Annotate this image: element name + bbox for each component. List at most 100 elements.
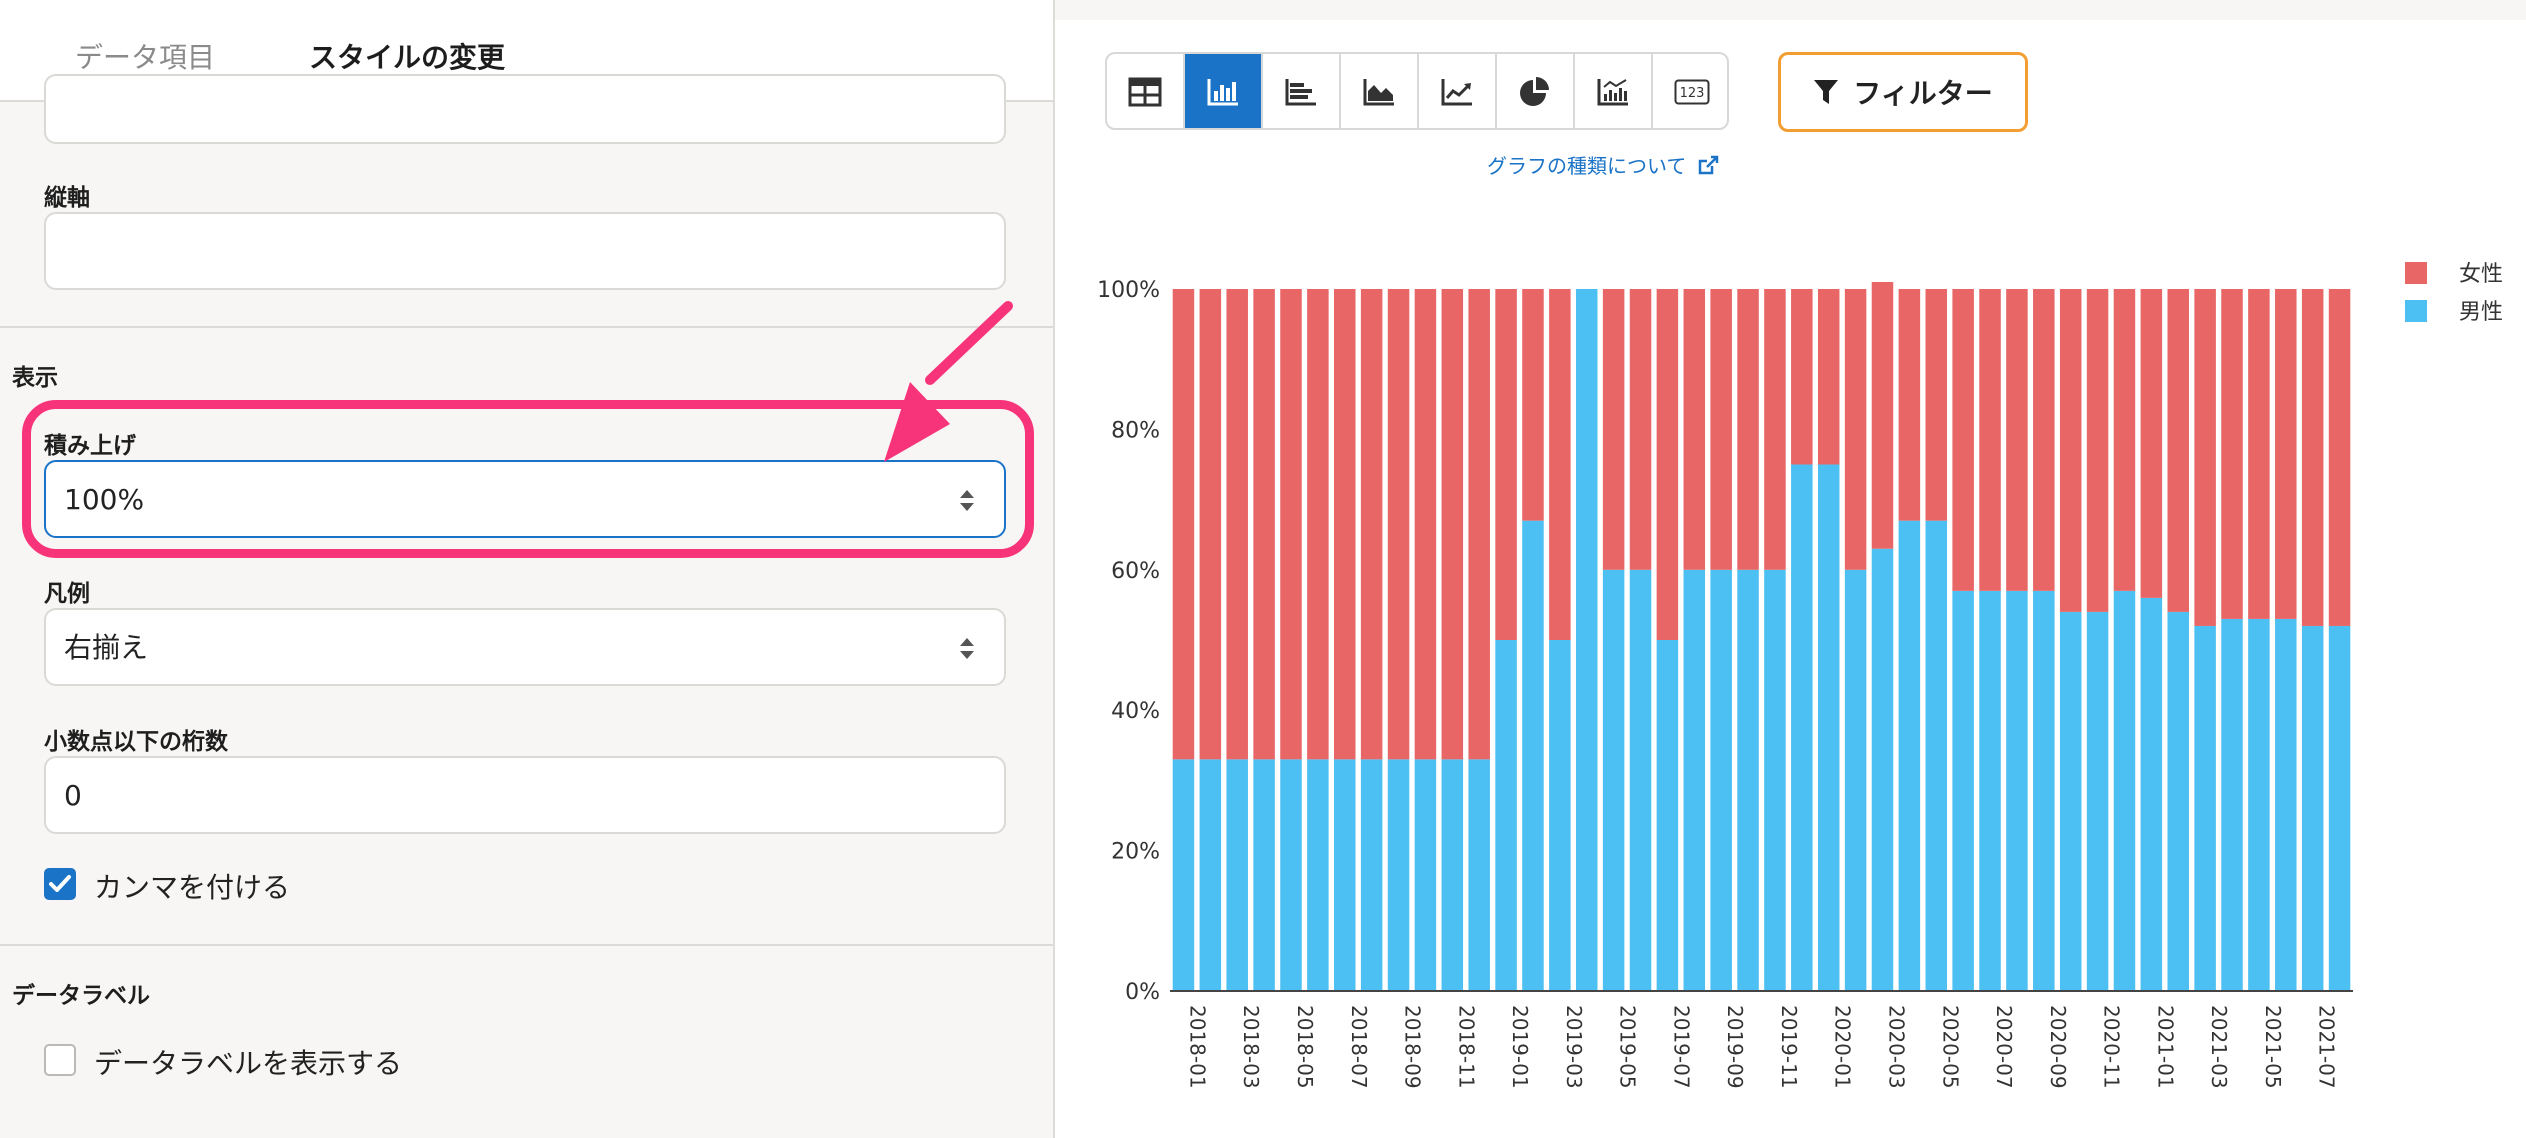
section-divider xyxy=(0,326,1053,328)
show-data-labels-checkbox[interactable] xyxy=(44,1044,76,1076)
x-tick-label: 2020-11 xyxy=(2100,1005,2124,1089)
bar-chart-icon[interactable] xyxy=(1185,54,1263,128)
bar-female xyxy=(1414,289,1437,760)
bar-female xyxy=(1334,289,1356,760)
bar-female xyxy=(1522,289,1544,521)
tab-data-items[interactable]: データ項目 xyxy=(74,41,215,74)
bar-female xyxy=(2194,289,2216,626)
x-tick-label: 2019-11 xyxy=(1777,1005,1801,1089)
bar-male xyxy=(1979,590,2001,991)
bar-female xyxy=(1656,289,1679,640)
bar-female xyxy=(2221,289,2243,619)
bar-male xyxy=(1952,590,1974,991)
bar-male xyxy=(1844,569,1867,991)
settings-panel: データ項目 スタイルの変更 縦軸 表示 積み上げ 100% 凡例 右揃え 小数点… xyxy=(0,0,1055,1138)
x-tick-label: 2021-05 xyxy=(2261,1005,2285,1089)
bar-female xyxy=(1683,289,1706,570)
bar-female xyxy=(1791,289,1813,465)
bar-female xyxy=(1871,281,1894,549)
stacking-select[interactable]: 100% xyxy=(44,460,1006,538)
number-icon-text: 123 xyxy=(1680,86,1705,101)
bar-male xyxy=(2140,597,2163,991)
bar-female xyxy=(2328,289,2351,626)
x-tick-label: 2019-03 xyxy=(1562,1005,1586,1089)
x-tick-label: 2019-01 xyxy=(1508,1005,1532,1089)
number-icon[interactable]: 123 xyxy=(1653,54,1727,128)
select-updown-icon xyxy=(960,638,974,660)
section-divider xyxy=(0,944,1053,946)
horizontal-axis-field[interactable] xyxy=(44,74,1006,144)
legend-label: 男性 xyxy=(2459,300,2503,325)
x-tick-label: 2021-01 xyxy=(2153,1005,2177,1089)
bar-male xyxy=(1737,569,1759,991)
top-strip xyxy=(1055,0,2526,20)
legend-label: 女性 xyxy=(2459,262,2503,287)
bar-female xyxy=(2248,289,2270,619)
show-data-labels-label[interactable]: データラベルを表示する xyxy=(94,1047,403,1080)
bar-male xyxy=(2006,590,2028,991)
bar-male xyxy=(1764,569,1786,991)
bar-female xyxy=(1468,289,1490,760)
line-chart-icon[interactable] xyxy=(1419,54,1497,128)
bar-male xyxy=(1307,759,1329,991)
checkmark-icon xyxy=(49,875,71,892)
bar-male xyxy=(1629,569,1652,991)
bar-male xyxy=(1360,759,1383,991)
annotation-arrow xyxy=(884,301,1013,462)
bar-female xyxy=(1898,289,1921,521)
comma-checkbox[interactable] xyxy=(44,868,76,900)
decimals-value: 0 xyxy=(64,779,82,812)
table-icon[interactable] xyxy=(1107,54,1185,128)
legend-swatch xyxy=(2405,300,2427,322)
area-chart-icon[interactable] xyxy=(1341,54,1419,128)
x-tick-label: 2018-01 xyxy=(1185,1005,1209,1089)
bar-male xyxy=(2033,590,2055,991)
bar-female xyxy=(2113,289,2136,591)
bar-male xyxy=(1683,569,1706,991)
bar-male xyxy=(2301,625,2324,991)
stacking-value: 100% xyxy=(64,483,145,516)
filter-button[interactable]: フィルター xyxy=(1778,52,2028,132)
pie-chart-icon[interactable] xyxy=(1497,54,1575,128)
y-tick-label: 20% xyxy=(1111,840,1160,865)
bar-female xyxy=(2006,289,2028,591)
stacked-bar-chart: 0% 20% 40% 60% 80% 100% 2018-01 2018-03 2018-05 2… xyxy=(1097,262,2503,1089)
bar-male xyxy=(1253,759,1275,991)
comma-checkbox-label[interactable]: カンマを付ける xyxy=(94,871,291,904)
horizontal-bar-icon[interactable] xyxy=(1263,54,1341,128)
x-tick-label: 2020-01 xyxy=(1831,1005,1855,1089)
x-tick-label: 2019-05 xyxy=(1616,1005,1640,1089)
bar-female xyxy=(1952,289,1974,591)
display-section-title: 表示 xyxy=(12,365,58,391)
x-tick-label: 2018-07 xyxy=(1347,1005,1371,1089)
bar-female xyxy=(1226,289,1248,760)
legend-label: 凡例 xyxy=(44,581,90,607)
decimals-input[interactable]: 0 xyxy=(44,756,1006,834)
chart-type-toolbar: 123 xyxy=(1105,52,1729,130)
select-updown-icon xyxy=(960,490,974,512)
bar-male xyxy=(2275,618,2297,991)
x-tick-label: 2020-03 xyxy=(1884,1005,1908,1089)
legend-select[interactable]: 右揃え xyxy=(44,608,1006,686)
bar-male xyxy=(1791,464,1813,991)
chart-type-help-link[interactable]: グラフの種類について xyxy=(1487,150,1719,179)
combo-chart-icon[interactable] xyxy=(1575,54,1653,128)
bar-female xyxy=(1710,289,1732,570)
tab-style-change[interactable]: スタイルの変更 xyxy=(308,41,505,74)
filter-button-label: フィルター xyxy=(1853,77,1993,110)
bar-female xyxy=(1360,289,1383,760)
bar-male xyxy=(2113,590,2136,991)
bar-female xyxy=(1844,289,1867,570)
bar-female xyxy=(1280,289,1302,760)
bar-female xyxy=(2275,289,2297,619)
bar-male xyxy=(1925,520,1948,991)
bar-female xyxy=(1602,289,1625,570)
chart-panel: 123 フィルター グラフの種類について 0% 20% 40% 60% 80% 100% 2… xyxy=(1055,0,2526,1138)
bar-female xyxy=(1764,289,1786,570)
bar-female xyxy=(2140,289,2163,598)
vertical-axis-input[interactable] xyxy=(44,212,1006,290)
y-tick-label: 40% xyxy=(1111,699,1160,724)
x-tick-label: 2021-03 xyxy=(2207,1005,2231,1089)
bar-female xyxy=(2059,289,2082,612)
bar-male xyxy=(1871,548,1894,991)
